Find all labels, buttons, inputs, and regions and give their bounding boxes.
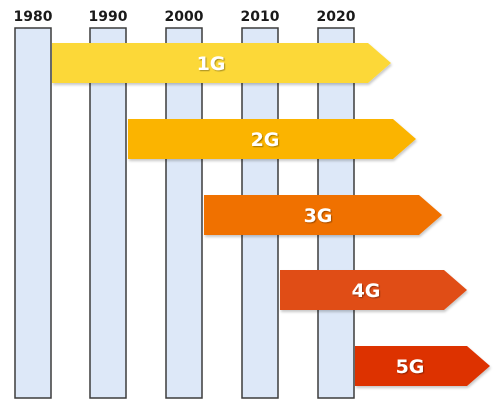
year-column-2000 [165, 27, 203, 399]
year-label-2000: 2000 [165, 9, 204, 25]
year-label-2020: 2020 [317, 9, 356, 25]
year-label-2010: 2010 [241, 9, 280, 25]
year-column-1990 [89, 27, 127, 399]
year-labels: 1980 1990 2000 2010 2020 [14, 9, 356, 25]
arrow-5g [355, 346, 490, 386]
arrow-label-2g: 2G [251, 129, 280, 151]
year-label-1990: 1990 [89, 9, 128, 25]
year-column-1980 [14, 27, 52, 399]
arrow-1g [52, 43, 391, 83]
arrow-4g [280, 270, 467, 310]
arrow-label-3g: 3G [304, 205, 333, 227]
arrow-label-1g: 1G [197, 53, 226, 75]
arrow-3g [204, 195, 442, 235]
arrow-label-4g: 4G [352, 280, 381, 302]
year-label-1980: 1980 [14, 9, 53, 25]
arrow-label-5g: 5G [396, 356, 425, 378]
generation-arrows: 1G 2G 3G 4G 5G [52, 43, 490, 386]
arrow-2g [128, 119, 416, 159]
